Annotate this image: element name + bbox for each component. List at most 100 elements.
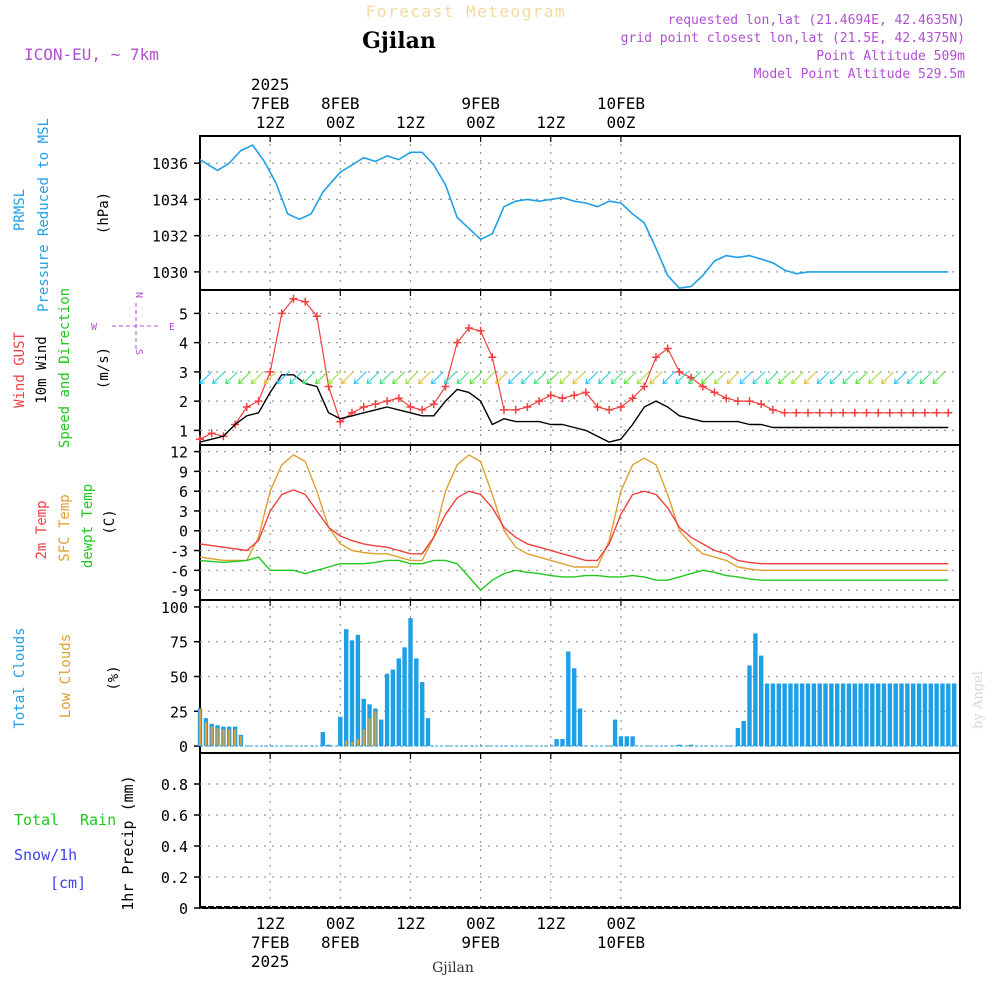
gust-marker <box>768 405 777 414</box>
total-cloud-bar <box>782 683 787 747</box>
temp-panel: 129 6 3 0 -3-6 -9 <box>170 444 961 601</box>
gust-marker <box>523 403 532 411</box>
wind-direction-arrow <box>700 371 714 385</box>
gust-marker <box>757 400 766 409</box>
low-cloud-bar <box>239 736 242 746</box>
total-cloud-bar <box>688 744 694 747</box>
total-cloud-bar <box>952 683 957 747</box>
total-cloud-bar <box>624 736 629 746</box>
wind-direction-arrow <box>816 371 830 385</box>
gust-marker <box>418 405 427 414</box>
total-cloud-bar <box>560 739 565 747</box>
temp-label-2m: 2m Temp <box>34 500 50 559</box>
wind-tick-label: 1 <box>179 422 188 440</box>
gust-marker <box>535 397 544 406</box>
gust-marker <box>488 353 497 362</box>
low-cloud-bar <box>198 708 202 747</box>
total-cloud-bar <box>735 728 741 747</box>
wind-direction-arrow <box>289 371 303 385</box>
gust-marker <box>640 382 649 391</box>
gust-marker <box>558 394 567 403</box>
gust-marker <box>254 397 263 406</box>
gust-marker <box>944 408 953 417</box>
low-cloud-bar <box>345 740 348 747</box>
gust-marker <box>862 408 871 417</box>
pressure-tick-label: 1032 <box>152 228 188 246</box>
faded-title: Forecast Meteogram <box>366 2 566 21</box>
wind-direction-arrow <box>559 371 573 385</box>
wind-direction-arrow <box>250 371 264 385</box>
wind-direction-arrow <box>327 371 341 385</box>
gust-marker <box>885 408 894 417</box>
wind-direction-arrow <box>212 371 226 385</box>
model-label: ICON-EU, ~ 7km <box>24 45 159 64</box>
total-cloud-bar <box>338 716 343 746</box>
top-time-label: 00Z <box>466 113 495 132</box>
bottom-time-label: 9FEB <box>461 933 500 952</box>
gust-marker <box>383 397 392 406</box>
bottom-location: Gjilan <box>432 960 474 976</box>
wind-direction-arrow <box>443 371 457 385</box>
low-cloud-bar <box>356 739 359 747</box>
sfc-temp-line <box>199 454 949 571</box>
total-cloud-bar <box>747 665 752 747</box>
temp-tick-label: 6 <box>179 483 188 501</box>
pressure-label-1: PRMSL <box>12 189 28 231</box>
total-cloud-bar <box>876 683 881 747</box>
gust-marker <box>932 408 941 417</box>
wind-direction-arrow <box>893 371 907 385</box>
requested-coords: requested lon,lat (21.4694E, 42.4635N) <box>668 13 965 28</box>
wind-direction-arrow <box>855 371 869 385</box>
precip-label-cm: [cm] <box>50 874 86 892</box>
wind-direction-arrow <box>649 371 663 385</box>
clouds-tick-label: 50 <box>170 669 188 687</box>
total-cloud-bar <box>326 744 331 747</box>
total-cloud-bar <box>893 683 898 747</box>
total-cloud-bar <box>899 683 904 747</box>
wind-direction-arrow <box>315 371 328 385</box>
total-cloud-bar <box>905 683 910 747</box>
gust-marker <box>476 326 485 335</box>
bottom-time-label: 7FEB <box>251 933 290 952</box>
bottom-time-label: 10FEB <box>597 933 645 952</box>
clouds-tick-label: 100 <box>161 599 188 617</box>
wind-direction-arrow <box>752 371 766 385</box>
low-cloud-bar <box>204 722 207 746</box>
temp-tick-label: -9 <box>170 582 188 600</box>
wind-direction-arrow <box>225 371 238 385</box>
gust-marker <box>628 394 637 403</box>
precip-frame <box>199 752 961 909</box>
clouds-tick-label: 0 <box>179 738 188 756</box>
total-cloud-bar <box>852 683 857 747</box>
precip-unit: 1hr Precip (mm) <box>119 775 137 910</box>
wind-direction-arrow <box>585 371 599 385</box>
total-cloud-bar <box>677 744 682 747</box>
wind-tick-label: 3 <box>179 364 188 382</box>
clouds-tick-label: 25 <box>170 703 188 721</box>
gust-marker <box>394 394 403 403</box>
total-cloud-bar <box>577 708 583 747</box>
gust-marker <box>581 388 590 397</box>
top-time-label: 12Z <box>396 113 425 132</box>
total-cloud-bar <box>425 718 431 746</box>
wind-direction-arrow <box>778 371 792 385</box>
precip-labels: Total Rain Snow/1h [cm] 1hr Precip (mm) <box>14 775 137 910</box>
total-cloud-bar <box>390 669 396 746</box>
wind-direction-arrow <box>199 371 213 385</box>
bottom-time-label: 00Z <box>466 914 495 933</box>
wind-direction-arrow <box>906 371 920 385</box>
precip-label-total: Total <box>14 811 59 829</box>
precip-panel: 0.8 0.6 0.4 0.2 0 <box>161 752 961 918</box>
total-cloud-bar <box>870 683 875 747</box>
gust-marker <box>301 297 310 306</box>
wind-direction-arrow <box>302 371 316 385</box>
wind-direction-arrow <box>533 371 547 385</box>
gust-marker <box>312 312 321 321</box>
wind-direction-arrow <box>276 371 290 385</box>
wind-direction-arrow <box>572 371 586 385</box>
compass-e: E <box>169 322 175 333</box>
wind-direction-arrow <box>469 371 483 385</box>
top-time-label: 7FEB <box>251 94 290 113</box>
wind-direction-arrow <box>237 371 251 385</box>
gust-marker <box>920 408 929 417</box>
